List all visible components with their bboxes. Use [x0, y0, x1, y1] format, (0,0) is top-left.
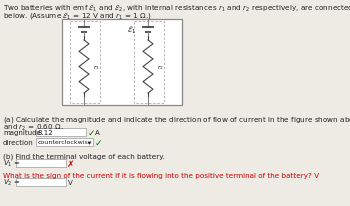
Bar — [70, 22, 100, 103]
Text: V: V — [68, 179, 73, 185]
Bar — [16, 159, 66, 167]
Bar — [16, 178, 66, 186]
Text: $r_2$: $r_2$ — [157, 63, 164, 72]
Text: ✓: ✓ — [95, 138, 103, 147]
Text: magnitude: magnitude — [3, 129, 41, 135]
Text: What is the sign of the current if it is flowing into the positive terminal of t: What is the sign of the current if it is… — [3, 172, 319, 178]
Text: ✓: ✓ — [88, 128, 96, 137]
Text: $\mathcal{E}_1$: $\mathcal{E}_1$ — [127, 24, 136, 36]
Text: ✗: ✗ — [67, 159, 75, 168]
Text: $r_1$: $r_1$ — [93, 63, 100, 72]
Bar — [62, 20, 182, 105]
Text: Two batteries with emf $\mathcal{E}_1$ and $\mathcal{E}_2$, with internal resist: Two batteries with emf $\mathcal{E}_1$ a… — [3, 4, 350, 14]
Bar — [134, 22, 164, 103]
Text: below. (Assume $\mathcal{E}_1$ = 12 V and $r_1$ = 1 Ω.): below. (Assume $\mathcal{E}_1$ = 12 V an… — [3, 11, 152, 21]
Bar — [36, 128, 86, 136]
Text: 8.12: 8.12 — [38, 129, 54, 135]
Text: $V_1$ =: $V_1$ = — [3, 158, 20, 168]
Text: $V_2$ =: $V_2$ = — [3, 177, 20, 187]
Text: A: A — [95, 129, 100, 135]
Text: direction: direction — [3, 139, 34, 145]
Text: counterclockwise: counterclockwise — [38, 140, 93, 145]
Bar — [36, 138, 93, 146]
Text: and $r_2$ = 0.60 Ω.: and $r_2$ = 0.60 Ω. — [3, 122, 64, 132]
Text: (a) Calculate the magnitude and indicate the direction of flow of current in the: (a) Calculate the magnitude and indicate… — [3, 115, 350, 124]
Text: ▾: ▾ — [88, 140, 91, 145]
Text: (b) Find the terminal voltage of each battery.: (b) Find the terminal voltage of each ba… — [3, 153, 165, 160]
